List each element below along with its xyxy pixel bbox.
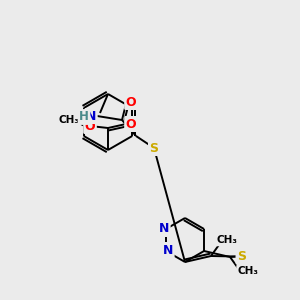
Text: S: S bbox=[149, 142, 158, 154]
Text: O: O bbox=[126, 118, 136, 130]
Text: S: S bbox=[237, 250, 246, 263]
Text: CH₃: CH₃ bbox=[217, 235, 238, 245]
Text: CH₃: CH₃ bbox=[58, 115, 80, 125]
Text: CH₃: CH₃ bbox=[238, 266, 259, 276]
Text: N: N bbox=[159, 223, 169, 236]
Text: N: N bbox=[163, 244, 173, 256]
Text: N: N bbox=[86, 110, 96, 122]
Text: O: O bbox=[126, 95, 136, 109]
Text: H: H bbox=[79, 110, 89, 124]
Text: O: O bbox=[85, 119, 95, 133]
